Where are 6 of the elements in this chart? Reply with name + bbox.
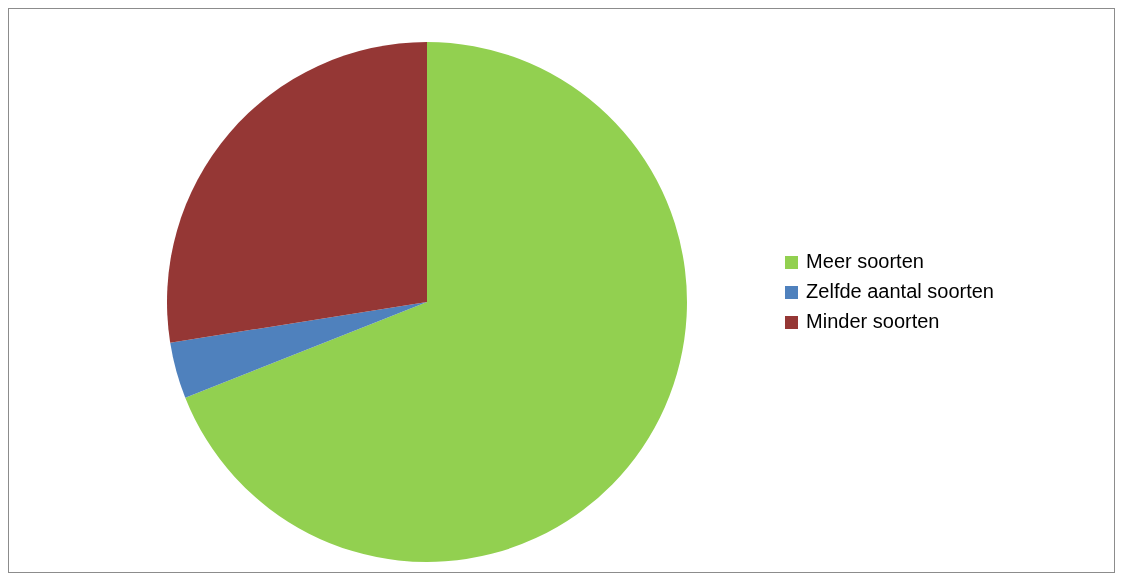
pie-slice xyxy=(167,42,427,343)
legend-label: Meer soorten xyxy=(806,249,924,272)
pie-slice xyxy=(185,42,687,562)
legend-label: Zelfde aantal soorten xyxy=(806,279,994,302)
legend-label: Minder soorten xyxy=(806,309,940,332)
pie-slice xyxy=(170,302,427,398)
